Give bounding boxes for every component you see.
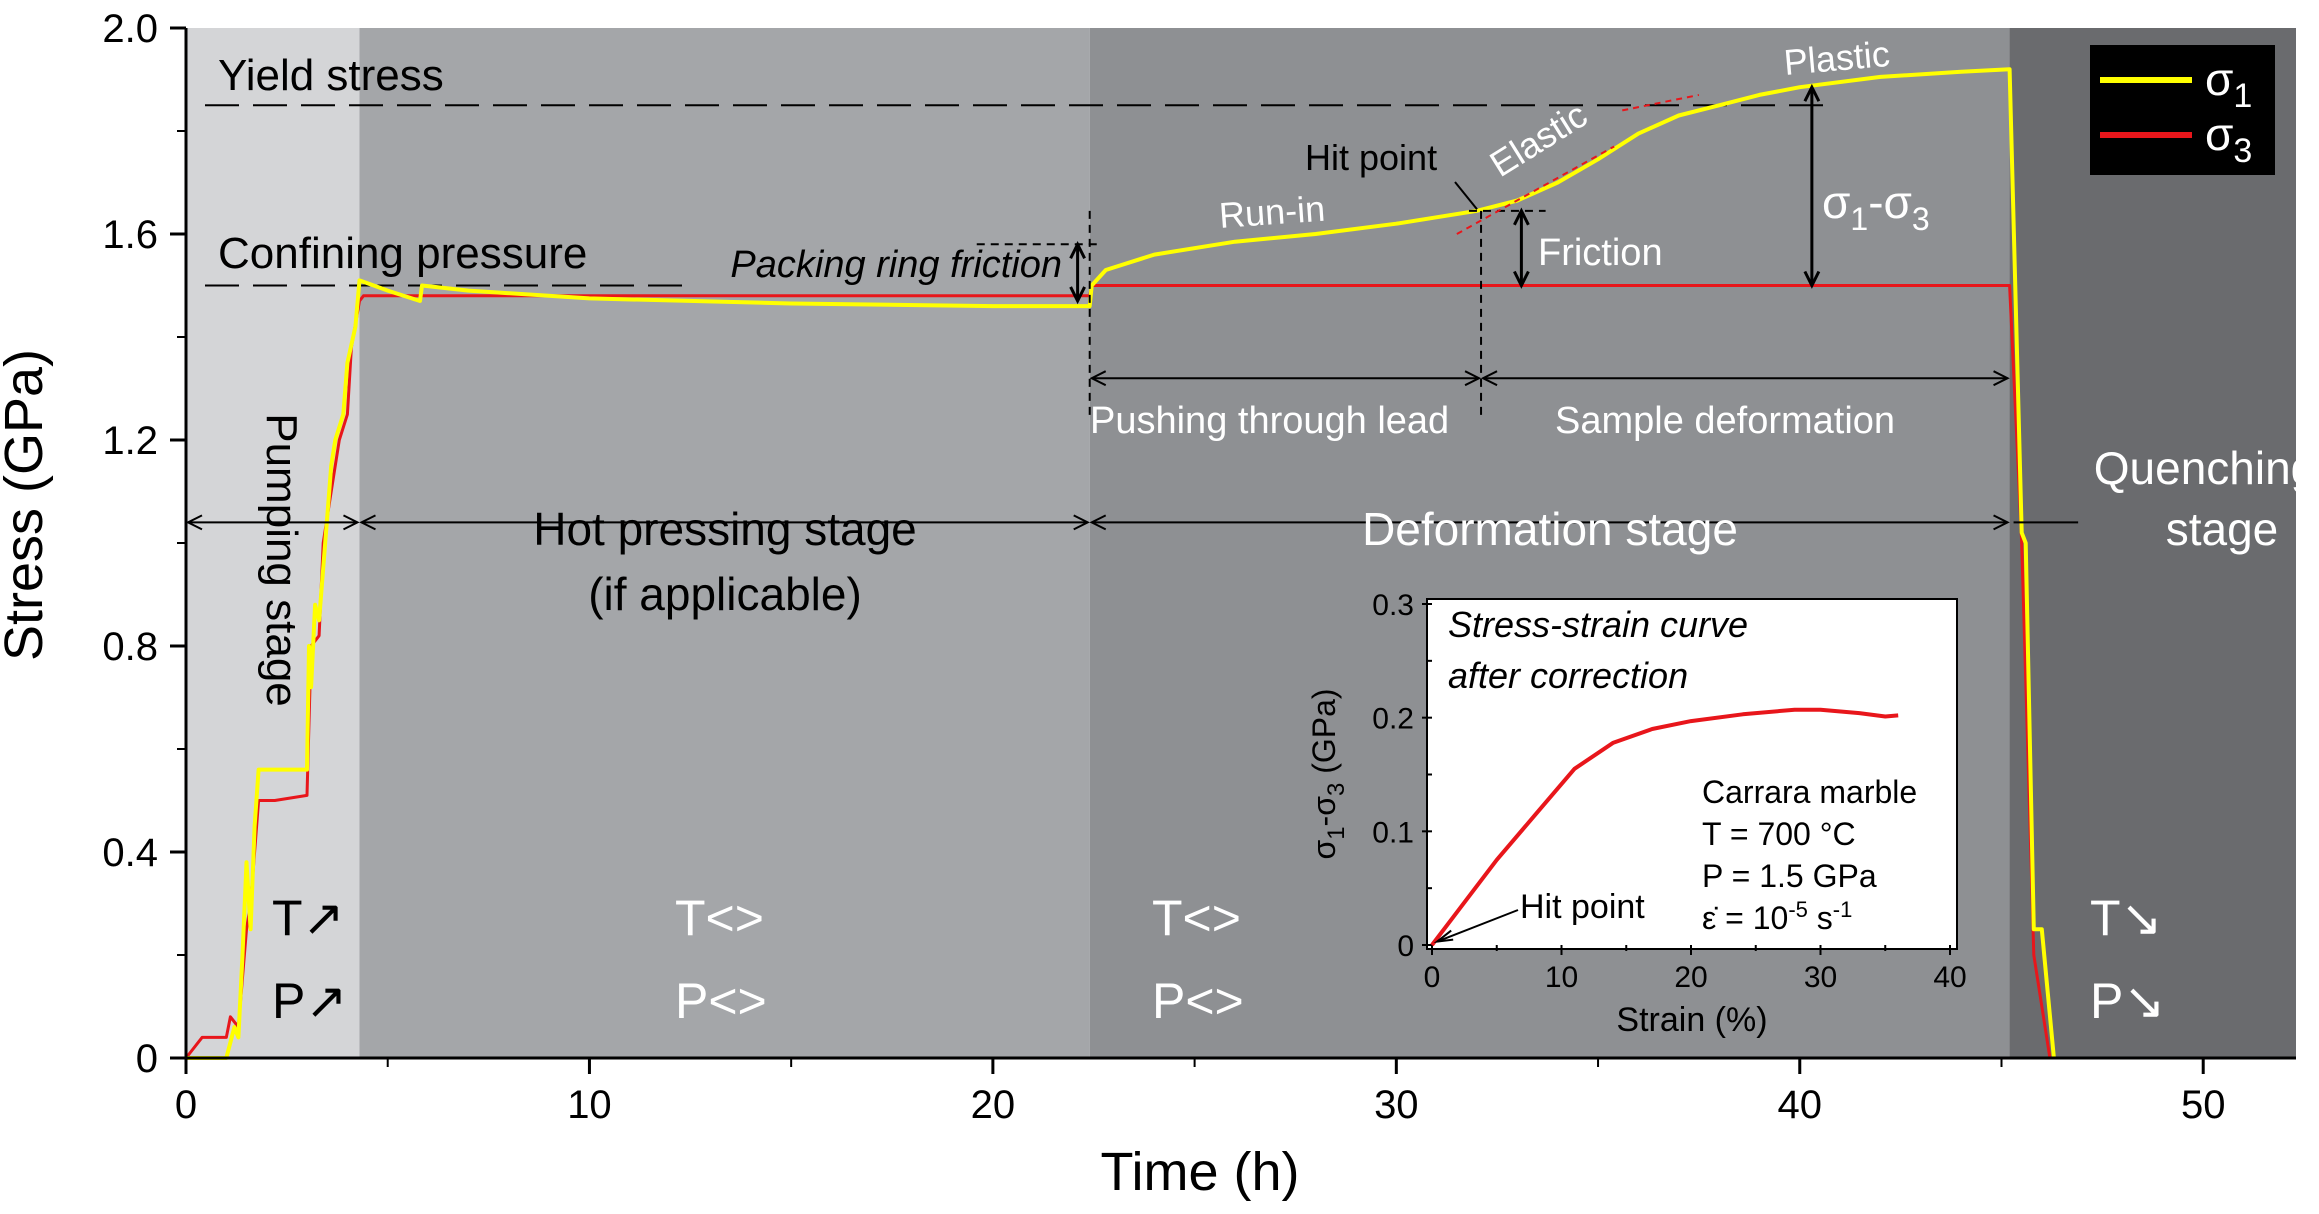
x-tick-label-5: 50 (2181, 1083, 2226, 1127)
inset-hit-point-label: Hit point (1520, 888, 1645, 926)
inset-pressure-label: P = 1.5 GPa (1702, 858, 1877, 894)
confining-pressure-label: Confining pressure (218, 229, 587, 278)
yield-stress-label: Yield stress (218, 51, 444, 100)
sample-deformation-arrow-head-left (1480, 370, 1498, 387)
sample-deformation-label: Sample deformation (1555, 400, 1895, 442)
x-tick-label-3: 30 (1374, 1083, 1419, 1127)
inset-y-tick-label-1: 0.1 (1372, 816, 1414, 849)
friction-arrow-head-top (1513, 207, 1530, 226)
legend-label-sigma3: σ3 (2205, 108, 2252, 170)
inset-title-line2: after correction (1448, 655, 1688, 696)
inset-hit-point-pointer (1436, 909, 1519, 943)
sample-deformation-arrow-head-right (1993, 370, 2010, 387)
series-line-sigma1 (186, 67, 2056, 1060)
inset-temperature-label: T = 700 °C (1702, 816, 1856, 852)
inset-x-axis-label: Strain (%) (1616, 1001, 1767, 1039)
hot-pressing-stage-label: Hot pressing stage (533, 503, 917, 555)
quenching-stage-label-line2: stage (2166, 503, 2279, 555)
inset-x-tick-label-4: 40 (1933, 961, 1966, 994)
inset-y-tick-label-3: 0.3 (1372, 589, 1414, 622)
stage-span-arrow-1-head-left (359, 514, 376, 531)
y-tick-label-3: 1.2 (102, 419, 158, 463)
packing-ring-friction-label: Packing ring friction (730, 244, 1062, 286)
inset-axes: 0 10 20 30 40 0 0.1 0.2 0.3 (1372, 589, 1966, 994)
stage-span-arrow-1-head-right (1073, 514, 1090, 531)
quenching-stage-label-line1: Quenching (2094, 442, 2317, 494)
packing-ring-arrow-head-top (1069, 240, 1086, 259)
pumping-stage-label: Pumping stage (257, 413, 306, 707)
friction-arrow-head-bottom (1513, 270, 1530, 289)
x-axis-label: Time (h) (1101, 1142, 1300, 1202)
stage-span-arrow-2-head-right (1993, 514, 2010, 531)
series-lines (184, 67, 2056, 1060)
inset-series (1430, 707, 1899, 947)
y-axis-label: Stress (GPa) (0, 349, 54, 661)
quenching-temp-label: T↘ (2090, 890, 2162, 946)
inset-y-axis-label: σ1-σ3 (GPa) (1306, 688, 1350, 859)
pumping-press-label: P↗ (272, 973, 347, 1029)
deformation-press-label: P<> (1152, 973, 1244, 1029)
hot-pressing-press-label: P<> (675, 973, 767, 1029)
inset-x-tick-label-3: 30 (1804, 961, 1837, 994)
inset-hit-point-pointer-head (1433, 929, 1454, 944)
inset-x-tick-label-1: 10 (1545, 961, 1578, 994)
legend-box (2090, 45, 2275, 175)
quenching-press-label: P↘ (2090, 973, 2165, 1029)
inset-background (1426, 598, 1958, 950)
x-tick-label-0: 0 (175, 1083, 197, 1127)
sigma-difference-arrow-head-bottom (1803, 270, 1821, 289)
hit-point-pointer (1454, 181, 1478, 210)
x-tick-label-1: 10 (567, 1083, 612, 1127)
inset-x-tick-label-0: 0 (1424, 961, 1441, 994)
inset-material-label: Carrara marble (1702, 774, 1917, 810)
stage-span-arrow-2-head-left (1089, 514, 1107, 531)
sigma-difference-arrow-head-top (1803, 83, 1821, 102)
main-axes: 0 10 20 30 40 50 0 0.4 0.8 1.2 1.6 2.0 (102, 7, 2296, 1127)
y-tick-label-4: 1.6 (102, 213, 158, 257)
x-tick-label-2: 20 (971, 1083, 1016, 1127)
hot-pressing-temp-label: T<> (675, 890, 764, 946)
y-tick-label-1: 0.4 (102, 831, 158, 875)
pumping-temp-label: T↗ (272, 890, 344, 946)
run-in-label: Run-in (1218, 188, 1327, 236)
elastic-fit-line (1456, 145, 1615, 235)
hit-point-label: Hit point (1305, 137, 1437, 178)
friction-label: Friction (1538, 232, 1663, 274)
reference-lines (205, 104, 1830, 287)
stage-span-arrow-0-head-right (343, 514, 360, 531)
inset-y-tick-label-0: 0 (1397, 930, 1414, 963)
pushing-lead-arrow-head-right (1464, 370, 1482, 387)
y-tick-label-5: 2.0 (102, 7, 158, 51)
hot-pressing-if-applicable-label: (if applicable) (588, 568, 862, 620)
pushing-through-lead-label: Pushing through lead (1090, 400, 1449, 442)
stage-span-arrow-0-head-left (185, 514, 203, 531)
x-tick-label-4: 40 (1778, 1083, 1823, 1127)
annotations (185, 83, 2079, 531)
inset-y-tick-label-2: 0.2 (1372, 703, 1414, 736)
stage-background-0 (186, 28, 360, 1058)
inset-x-tick-label-2: 20 (1674, 961, 1707, 994)
inset-strain-rate-label: ε̇ = 10-5 s-1 (1702, 897, 1852, 936)
stage-background-1 (359, 28, 1090, 1058)
y-tick-label-2: 0.8 (102, 625, 158, 669)
plastic-fit-line (1622, 93, 1700, 112)
plastic-label: Plastic (1782, 33, 1891, 83)
legend: σ1 σ3 (2090, 45, 2275, 175)
deformation-stage-label: Deformation stage (1362, 503, 1738, 555)
y-tick-label-0: 0 (136, 1037, 158, 1081)
legend-label-sigma1: σ1 (2205, 53, 2252, 115)
inset-series-line-0 (1430, 707, 1899, 947)
packing-ring-arrow-head-bottom (1069, 286, 1086, 305)
stage-background-3 (2009, 28, 2296, 1058)
pushing-lead-arrow-head-left (1089, 370, 1107, 387)
stage-backgrounds (186, 28, 2296, 1058)
sigma-difference-label: σ1-σ3 (1822, 176, 1930, 237)
deformation-temp-label: T<> (1152, 890, 1241, 946)
inset-title-line1: Stress-strain curve (1448, 604, 1748, 645)
